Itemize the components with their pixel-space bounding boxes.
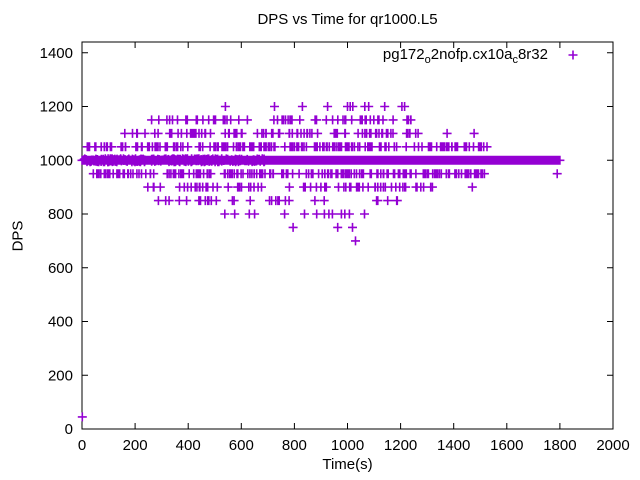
scatter-points xyxy=(77,102,565,422)
x-tick-label: 1000 xyxy=(331,437,364,454)
y-tick-label: 200 xyxy=(48,367,73,384)
y-tick-label: 1200 xyxy=(40,99,73,116)
legend-marker-icon xyxy=(568,50,578,60)
legend: pg172o2nofp.cx10ac8r32 xyxy=(383,46,548,69)
y-tick-label: 600 xyxy=(48,260,73,277)
x-tick-label: 2000 xyxy=(596,437,629,454)
x-tick-label: 200 xyxy=(123,437,148,454)
y-axis-label: DPS xyxy=(9,220,27,252)
legend-label-part: 2nofp.cx10a xyxy=(430,46,513,63)
legend-label: pg172o2nofp.cx10ac8r32 xyxy=(382,46,548,66)
x-tick-label: 800 xyxy=(282,437,307,454)
x-tick-label: 600 xyxy=(229,437,254,454)
legend-label-subscript: o xyxy=(424,54,431,66)
x-axis-label: Time(s) xyxy=(322,456,373,473)
x-tick-label: 1400 xyxy=(437,437,470,454)
y-tick-label: 1000 xyxy=(40,152,73,169)
x-tick-label: 1200 xyxy=(384,437,417,454)
x-tick-label: 400 xyxy=(176,437,201,454)
y-tick-label: 400 xyxy=(48,314,73,331)
legend-label-part: 8r32 xyxy=(517,46,548,63)
x-tick-label: 1800 xyxy=(543,437,576,454)
y-tick-label: 800 xyxy=(48,206,73,223)
y-tick-label: 1400 xyxy=(40,45,73,62)
x-tick-label: 1600 xyxy=(490,437,523,454)
chart-title: DPS vs Time for qr1000.L5 xyxy=(257,11,438,28)
x-tick-label: 0 xyxy=(78,437,86,454)
legend-label-subscript: c xyxy=(512,54,518,66)
y-tick-label: 0 xyxy=(65,421,73,438)
plot-border xyxy=(81,41,614,430)
legend-label-part: pg172 xyxy=(382,46,425,63)
